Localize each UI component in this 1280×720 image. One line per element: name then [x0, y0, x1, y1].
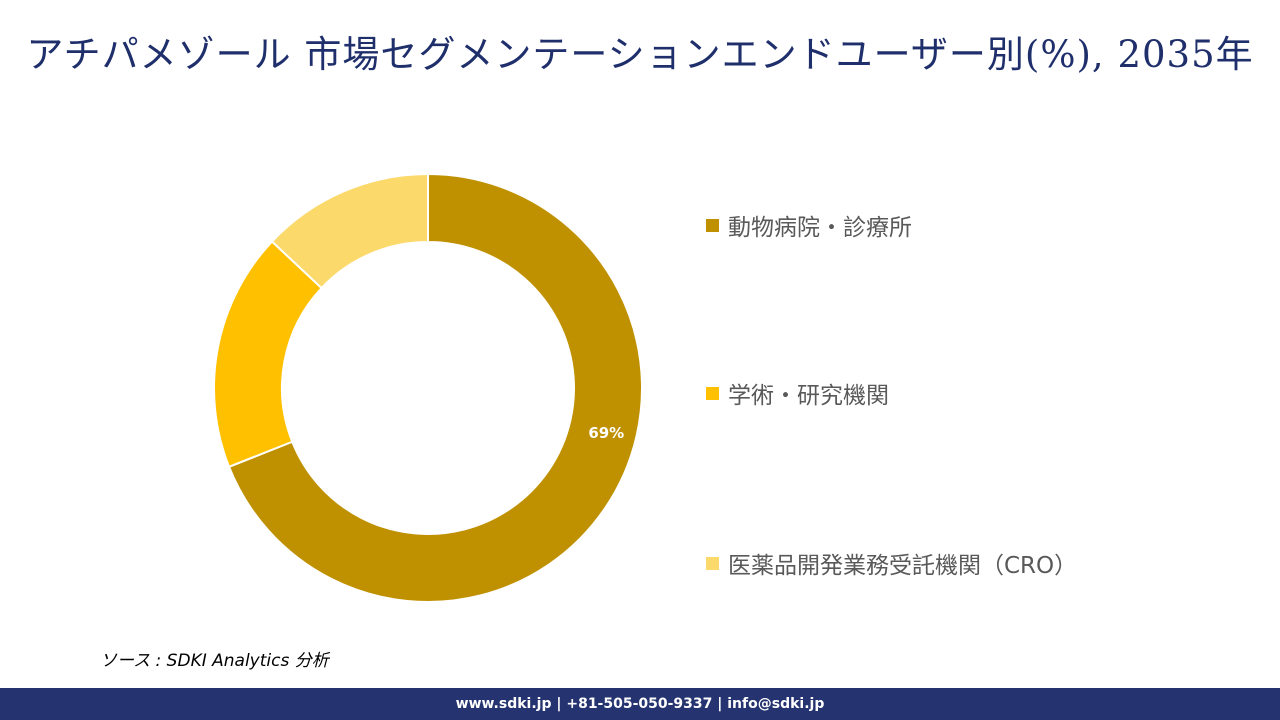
legend-item: 動物病院・診療所 [706, 208, 912, 242]
legend-item: 医薬品開発業務受託機関（CRO） [706, 546, 1077, 580]
chart-title: アチパメゾール 市場セグメンテーションエンドユーザー別(%), 2035年 [26, 33, 1254, 76]
legend-label: 動物病院・診療所 [728, 215, 912, 241]
footer-contact: www.sdki.jp | +81-505-050-9337 | info@sd… [455, 696, 825, 712]
donut-data-labels: 69% [588, 424, 624, 442]
donut-slice [270, 172, 429, 290]
donut-data-label: 69% [588, 424, 624, 442]
legend-swatch [706, 386, 719, 400]
legend-swatch [706, 556, 719, 570]
footer-bar: www.sdki.jp | +81-505-050-9337 | info@sd… [0, 688, 1280, 720]
donut-slice [213, 240, 323, 469]
donut-slice [227, 172, 643, 603]
legend-label: 学術・研究機関 [728, 383, 889, 409]
legend-swatch [706, 218, 719, 232]
donut-slices [213, 172, 643, 603]
legend-label: 医薬品開発業務受託機関（CRO） [728, 553, 1078, 579]
source-note: ソース : SDKI Analytics 分析 [100, 651, 329, 671]
legend-item: 学術・研究機関 [706, 376, 889, 410]
